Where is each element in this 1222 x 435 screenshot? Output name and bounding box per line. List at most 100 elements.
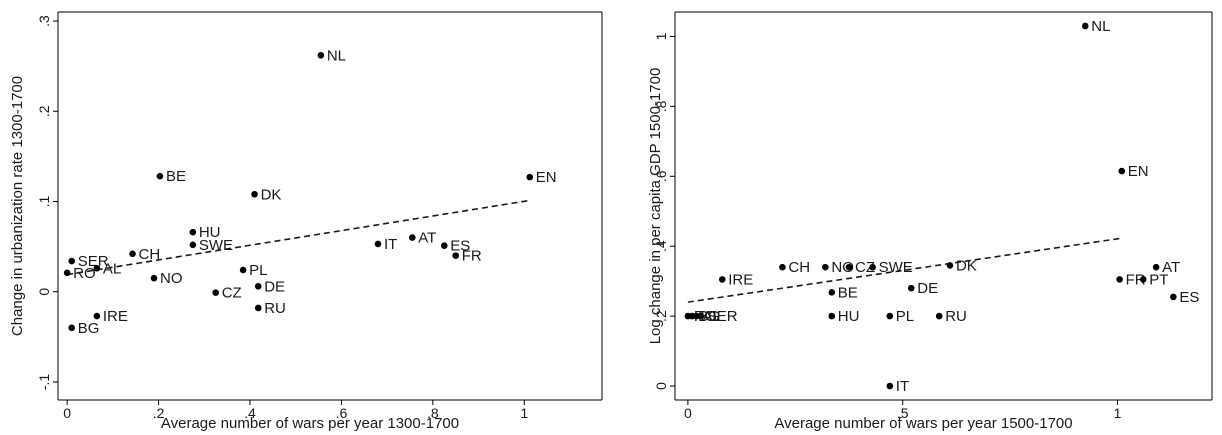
data-label-ire: IRE <box>728 271 753 288</box>
x-axis-label: Average number of wars per year 1300-170… <box>161 415 459 432</box>
data-label-ro: RO <box>694 308 717 325</box>
data-point-be <box>156 172 164 180</box>
right-scatter-panel: 0 .5 1 0 .2 .4 .6 .8 1 Average number of wars per… <box>647 11 1213 432</box>
data-label-en: EN <box>1128 163 1149 180</box>
data-label-dk: DK <box>261 186 282 203</box>
data-label-cz: CZ <box>855 259 875 276</box>
data-label-no: NO <box>831 259 854 276</box>
data-point-en <box>1118 167 1126 175</box>
data-label-at: AT <box>1162 259 1180 276</box>
data-point-swe <box>869 263 876 271</box>
y-tick-label: .6 <box>653 170 669 182</box>
x-tick-label: 1 <box>1114 405 1122 421</box>
data-label-bg: BG <box>78 320 100 337</box>
data-label-hu: HU <box>199 224 221 241</box>
data-point-fr <box>1116 276 1123 283</box>
data-point-en <box>526 173 534 181</box>
data-point-ire <box>718 276 726 283</box>
data-label-it: IT <box>896 378 909 395</box>
x-tick-label: .4 <box>244 405 256 421</box>
y-tick-label: .2 <box>653 310 669 322</box>
data-label-ire: IRE <box>103 308 128 325</box>
data-label-fr: FR <box>1126 271 1146 288</box>
y-tick-label: 0 <box>653 382 669 390</box>
data-label-pt: PT <box>1149 271 1168 288</box>
data-point-al <box>693 312 700 320</box>
data-label-pl: PL <box>896 308 914 325</box>
data-label-ser: SER <box>78 253 109 270</box>
y-tick-label: .3 <box>36 15 52 27</box>
data-label-bg: BG <box>698 308 720 325</box>
data-label-be: BE <box>838 284 858 301</box>
data-label-be: BE <box>166 168 186 185</box>
y-axis-label: Log change in per capita GDP 1500-1700 <box>647 68 664 345</box>
x-tick-label: 1 <box>520 405 528 421</box>
data-label-swe: SWE <box>199 237 233 254</box>
data-point-ro <box>63 269 71 277</box>
y-tick-label: .1 <box>36 195 52 207</box>
data-point-de <box>907 284 915 292</box>
data-label-ro: RO <box>73 265 96 282</box>
data-label-pl: PL <box>249 262 267 279</box>
data-point-ire <box>93 312 101 320</box>
fitted-line <box>687 237 1122 303</box>
data-label-hu: HU <box>838 308 860 325</box>
data-point-pt <box>1139 276 1147 283</box>
x-tick-label: .2 <box>153 405 165 421</box>
data-label-en: EN <box>536 169 557 186</box>
y-axis-label: Change in urbanization rate 1300-1700 <box>9 76 26 336</box>
data-point-ch <box>129 250 136 258</box>
x-tick-label: .8 <box>427 405 439 421</box>
data-label-dk: DK <box>956 257 977 274</box>
data-label-nl: NL <box>327 47 346 64</box>
data-label-ser: SER <box>707 308 738 325</box>
data-point-ch <box>779 263 786 271</box>
data-point-fr <box>452 252 460 259</box>
data-point-bg <box>68 324 76 332</box>
data-label-ch: CH <box>139 246 161 263</box>
y-tick-label: .8 <box>653 100 669 112</box>
data-point-dk <box>946 262 954 269</box>
data-label-at: AT <box>418 230 436 247</box>
data-label-ch: CH <box>788 259 810 276</box>
data-label-cz: CZ <box>222 285 242 302</box>
left-scatter-panel: 0 .2 .4 .6 .8 1 -.1 0 .1 .2 .3 Average number of wa… <box>9 11 603 432</box>
data-label-nl: NL <box>1091 18 1110 35</box>
data-point-ser <box>68 257 76 265</box>
data-label-de: DE <box>264 278 285 295</box>
data-label-fr: FR <box>462 248 482 265</box>
y-tick-label: .2 <box>36 105 52 117</box>
data-point-pl <box>886 312 894 320</box>
data-point-ru <box>935 312 943 320</box>
data-label-swe: SWE <box>879 259 913 276</box>
data-point-at <box>1152 263 1160 271</box>
data-label-it: IT <box>384 236 397 253</box>
data-point-es <box>1170 293 1177 301</box>
data-point-hu <box>828 312 836 320</box>
data-label-es: ES <box>450 238 470 255</box>
x-tick-label: .5 <box>897 405 909 421</box>
data-point-cz <box>845 263 853 271</box>
data-point-nl <box>1081 22 1089 30</box>
data-point-cz <box>212 289 220 296</box>
y-tick-label: 0 <box>36 288 52 296</box>
data-label-ru: RU <box>264 300 286 317</box>
data-point-no <box>150 274 158 282</box>
data-label-de: DE <box>917 280 938 297</box>
x-axis-label: Average number of wars per year 1500-170… <box>774 415 1072 432</box>
y-tick-label: .4 <box>653 240 669 252</box>
data-point-it <box>886 382 894 390</box>
data-label-es: ES <box>1179 289 1199 306</box>
data-label-ru: RU <box>945 308 967 325</box>
data-point-al <box>93 264 101 272</box>
data-point-pl <box>239 266 247 274</box>
data-label-no: NO <box>160 270 183 287</box>
fitted-line <box>67 199 529 276</box>
data-point-it <box>374 240 382 248</box>
data-point-at <box>408 234 416 241</box>
x-tick-label: 0 <box>684 405 692 421</box>
data-point-swe <box>189 241 197 249</box>
data-point-be <box>828 289 836 296</box>
data-point-de <box>254 283 262 290</box>
y-tick-label: -.1 <box>36 374 52 391</box>
